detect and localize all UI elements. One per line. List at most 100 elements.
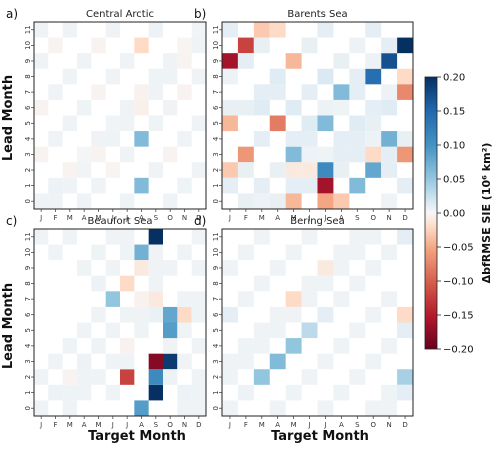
heatmap-cell — [349, 177, 366, 194]
x-tick-label: A — [139, 214, 144, 222]
y-tick-label: 8 — [212, 74, 220, 78]
heatmap-cell — [105, 260, 120, 276]
heatmap-cell — [105, 384, 120, 401]
heatmap-cell — [237, 291, 254, 307]
x-tick-label: D — [196, 214, 201, 222]
heatmap-cell — [397, 131, 413, 147]
y-tick-label: 5 — [212, 121, 220, 125]
x-tick-label: O — [370, 421, 376, 429]
heatmap-cell — [253, 99, 270, 116]
y-tick-label: 0 — [212, 406, 220, 410]
heatmap-cell — [191, 369, 206, 385]
heatmap-cell — [333, 338, 350, 354]
heatmap-cell — [91, 146, 106, 163]
y-tick-label: 10 — [24, 41, 32, 50]
y-tick-label: 6 — [24, 312, 32, 317]
heatmap-cell — [365, 99, 382, 116]
heatmap-cell — [222, 22, 238, 38]
heatmap-cell — [317, 306, 334, 323]
heatmap-cell — [253, 37, 270, 54]
heatmap-cell — [105, 68, 120, 85]
heatmap-cell — [77, 146, 92, 163]
heatmap-cell — [333, 162, 350, 178]
x-tick-label: A — [82, 214, 87, 222]
heatmap-cell — [163, 53, 178, 69]
heatmap-cell — [120, 369, 135, 385]
heatmap-cell — [120, 229, 135, 245]
heatmap-cell — [105, 229, 120, 245]
heatmap-cell — [253, 193, 270, 209]
heatmap-cell — [91, 369, 106, 385]
x-tick-label: F — [244, 421, 248, 429]
heatmap-cell — [34, 229, 49, 245]
y-tick-label: 4 — [212, 136, 220, 141]
heatmap-cell — [62, 115, 77, 132]
y-tick-label: 8 — [24, 281, 32, 285]
heatmap-cell — [349, 131, 366, 147]
heatmap-cell — [317, 193, 334, 209]
heatmap-cell — [222, 99, 238, 116]
y-tick-label: 7 — [212, 297, 220, 301]
heatmap-cell — [62, 68, 77, 85]
heatmap-cell — [105, 322, 120, 339]
heatmap-cell — [91, 275, 106, 292]
heatmap-cell — [134, 260, 149, 276]
y-tick-label: 3 — [212, 152, 220, 156]
heatmap-cell — [381, 131, 398, 147]
heatmap-cell — [191, 22, 206, 38]
x-tick-label: F — [244, 214, 248, 222]
heatmap-cell — [191, 229, 206, 245]
heatmap-cell — [317, 99, 334, 116]
x-tick-label: M — [67, 421, 73, 429]
heatmap-cell — [120, 306, 135, 323]
heatmap-cell — [237, 193, 254, 209]
y-tick-label: 1 — [212, 183, 220, 187]
heatmap-cell — [77, 53, 92, 69]
heatmap-cell — [333, 260, 350, 276]
heatmap-cell — [191, 400, 206, 416]
heatmap-cell — [148, 115, 163, 132]
heatmap-cell — [148, 353, 163, 370]
panel-frame — [33, 21, 207, 210]
x-tick-label: M — [291, 421, 297, 429]
heatmap-cell — [134, 131, 149, 147]
heatmap-cell — [397, 322, 413, 339]
heatmap-cell — [222, 353, 238, 370]
heatmap-cell — [317, 146, 334, 163]
heatmap-cell — [269, 322, 286, 339]
y-tick-label: 4 — [24, 136, 32, 141]
heatmap-cell — [317, 68, 334, 85]
heatmap-cell — [91, 244, 106, 261]
x-tick-label: M — [95, 421, 101, 429]
y-tick-label: 6 — [212, 105, 220, 110]
heatmap-cell — [349, 115, 366, 132]
heatmap-cell — [77, 193, 92, 209]
x-tick-label: J — [228, 214, 231, 222]
heatmap-cell — [365, 229, 382, 245]
heatmap-cell — [163, 353, 178, 370]
heatmap-cell — [301, 322, 318, 339]
heatmap-cell — [301, 162, 318, 178]
heatmap-cell — [177, 353, 192, 370]
heatmap-cell — [333, 193, 350, 209]
heatmap-cell — [397, 146, 413, 163]
heatmap-cell — [365, 400, 382, 416]
heatmap-cell — [333, 384, 350, 401]
heatmap-cell — [134, 322, 149, 339]
heatmap-cell — [349, 146, 366, 163]
x-tick-label: J — [111, 421, 114, 429]
heatmap-cell — [365, 115, 382, 132]
heatmap-cell — [91, 338, 106, 354]
x-tick-label: J — [308, 214, 311, 222]
heatmap-cell — [177, 131, 192, 147]
panel-letter: c) — [6, 214, 17, 228]
heatmap-cell — [77, 260, 92, 276]
heatmap-cell — [34, 193, 49, 209]
colorbar-tick-label: 0.00 — [443, 209, 465, 220]
heatmap-cell — [269, 84, 286, 100]
x-tick-label: S — [355, 214, 360, 222]
y-tick-label: 7 — [24, 90, 32, 94]
panel-title: Barents Sea — [287, 9, 347, 20]
heatmap-cell — [237, 353, 254, 370]
heatmap-cell — [381, 193, 398, 209]
